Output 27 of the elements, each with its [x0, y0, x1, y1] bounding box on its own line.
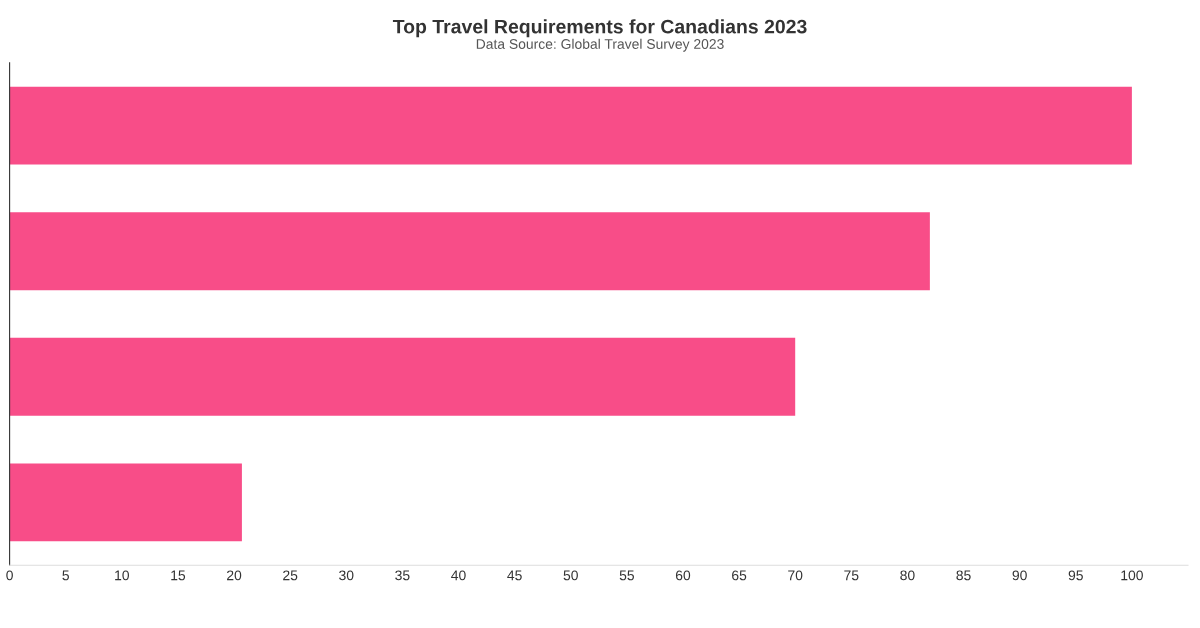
bar [9, 212, 930, 291]
x-tick-label: 65 [732, 570, 747, 581]
x-tick-label: 40 [451, 570, 466, 581]
bar [9, 337, 796, 416]
x-tick-label: 55 [619, 570, 634, 581]
x-tick-label: 25 [283, 570, 298, 581]
x-tick-label: 50 [563, 570, 578, 581]
x-tick-label: 100 [1121, 570, 1143, 581]
x-tick-label: 85 [956, 570, 971, 581]
x-tick-label: 35 [395, 570, 410, 581]
x-tick-label: 45 [507, 570, 522, 581]
x-tick-label: 15 [171, 570, 186, 581]
x-tick-label: 80 [900, 570, 915, 581]
x-tick-label: 95 [1068, 570, 1083, 581]
x-tick-label: 10 [115, 570, 130, 581]
bar [9, 463, 242, 542]
x-tick-label: 5 [62, 570, 69, 581]
x-tick-label: 30 [339, 570, 354, 581]
x-tick-label: 70 [788, 570, 803, 581]
bar [9, 86, 1132, 165]
x-tick-label: 75 [844, 570, 859, 581]
x-tick-label: 60 [675, 570, 691, 581]
x-tick-label: 20 [227, 570, 242, 581]
chart-title: Top Travel Requirements for Canadians 2023 [392, 19, 807, 38]
chart-subtitle: Data Source: Global Travel Survey 2023 [476, 38, 724, 52]
x-tick-label: 90 [1012, 570, 1027, 581]
x-tick-label: 0 [6, 570, 13, 581]
